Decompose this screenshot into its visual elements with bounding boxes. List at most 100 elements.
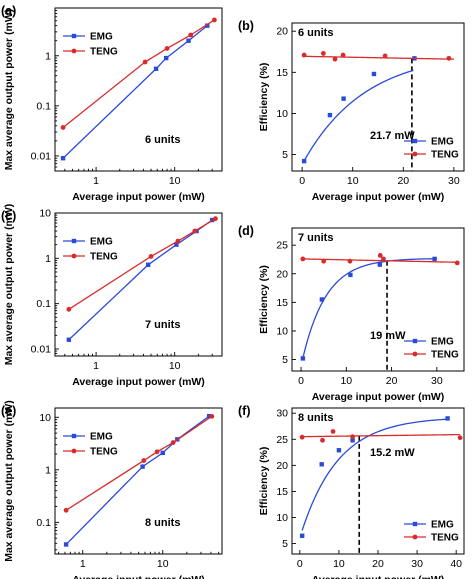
x-tick-label: 20 <box>372 558 384 570</box>
data-point <box>188 32 194 38</box>
data-point <box>382 53 388 59</box>
data-point <box>301 52 307 58</box>
data-point <box>340 52 346 58</box>
data-point <box>142 59 148 65</box>
x-axis-title: Average input power (mW) <box>312 191 445 203</box>
data-point <box>148 254 154 259</box>
data-point <box>348 272 353 278</box>
plot-area <box>66 216 218 342</box>
data-point <box>154 449 160 455</box>
legend-marker <box>71 253 77 259</box>
legend-label: TENG <box>431 350 459 361</box>
data-point <box>206 413 212 419</box>
legend-label: TENG <box>90 252 118 263</box>
series-teng <box>299 429 463 443</box>
data-point <box>347 258 353 264</box>
data-point <box>332 56 338 62</box>
data-point <box>300 356 306 361</box>
data-point <box>320 51 326 56</box>
x-tick-label: 10 <box>157 558 169 570</box>
legend-label: EMG <box>431 520 454 531</box>
legend-label: EMG <box>431 137 454 148</box>
series-emg <box>301 56 417 164</box>
data-point <box>213 216 218 222</box>
x-tick-label: 30 <box>431 375 443 387</box>
y-tick-label: 0.1 <box>36 298 51 310</box>
y-tick-label: 15 <box>276 486 288 498</box>
data-point <box>164 46 170 51</box>
x-tick-label: 10 <box>333 558 345 570</box>
series-line <box>302 258 437 359</box>
data-point <box>140 464 145 469</box>
x-axis-title: Average input power (mW) <box>312 574 445 579</box>
series-emg <box>66 217 215 342</box>
plot-area <box>299 416 463 554</box>
legend-marker <box>71 33 77 39</box>
data-point <box>145 262 151 267</box>
data-point <box>454 260 460 266</box>
y-tick-label: 0.1 <box>36 100 51 112</box>
panel-c: (c) 1 10 0.01 0.1 1 10 Average input power (mW)… <box>1 204 223 388</box>
legend-label: EMG <box>90 432 113 443</box>
plot-frame <box>54 212 223 357</box>
units-annotation: 6 units <box>298 27 333 39</box>
series-emg <box>299 416 450 538</box>
x-tick-label: 20 <box>397 175 409 187</box>
legend-marker <box>412 351 418 357</box>
legend-marker <box>412 521 418 527</box>
data-point <box>211 17 217 23</box>
legend-label: EMG <box>431 337 454 348</box>
x-tick-label: 10 <box>347 175 359 187</box>
legend-label: TENG <box>90 447 118 458</box>
plot-frame <box>54 7 223 172</box>
data-point <box>319 297 325 302</box>
units-annotation: 8 units <box>145 517 180 529</box>
panel-label: (a) <box>1 4 16 18</box>
series-line <box>303 69 414 162</box>
series-line <box>302 55 454 60</box>
plot-area <box>60 17 217 161</box>
data-point <box>299 533 305 538</box>
series-emg <box>300 256 437 361</box>
x-tick-label: 1 <box>93 175 99 187</box>
panel-label: (b) <box>238 19 254 33</box>
legend-marker <box>412 138 418 144</box>
data-point <box>192 228 198 234</box>
data-point <box>341 96 346 101</box>
series-line <box>299 433 461 438</box>
y-tick-label: 10 <box>39 208 51 220</box>
y-axis-title: Max average output power (mW) <box>3 9 15 171</box>
data-point <box>186 38 191 43</box>
panel-a: (a) 1 10 0.01 0.1 1 Average input power (mW) Ma… <box>1 4 223 203</box>
legend-label: TENG <box>431 533 459 544</box>
data-point <box>175 238 181 244</box>
data-point <box>174 242 179 247</box>
y-tick-label: 1 <box>45 50 51 62</box>
y-tick-label: 15 <box>276 297 288 309</box>
legend-label: TENG <box>431 150 459 161</box>
y-tick-label: 10 <box>276 108 288 120</box>
y-axis-title: Efficiency (%) <box>258 447 270 516</box>
y-tick-label: 1 <box>45 253 51 265</box>
data-point <box>205 23 210 28</box>
data-point <box>432 256 437 262</box>
series-line <box>301 258 460 263</box>
x-tick-label: 0 <box>298 375 304 387</box>
panel-label: (d) <box>238 224 254 238</box>
series-line <box>65 415 213 511</box>
series-teng <box>66 216 218 312</box>
x-tick-label: 0 <box>299 175 305 187</box>
data-point <box>299 434 305 440</box>
y-tick-label: 0.01 <box>31 343 52 355</box>
data-point <box>319 462 324 467</box>
legend-marker <box>71 448 77 454</box>
units-annotation: 8 units <box>298 412 333 424</box>
series-line <box>62 25 208 159</box>
data-point <box>141 458 147 463</box>
y-tick-label: 10 <box>276 512 288 524</box>
panel-label: (e) <box>1 404 16 418</box>
series-teng <box>301 51 454 62</box>
crossover-label: 21.7 mW <box>370 130 415 142</box>
y-tick-label: 15 <box>276 67 288 79</box>
